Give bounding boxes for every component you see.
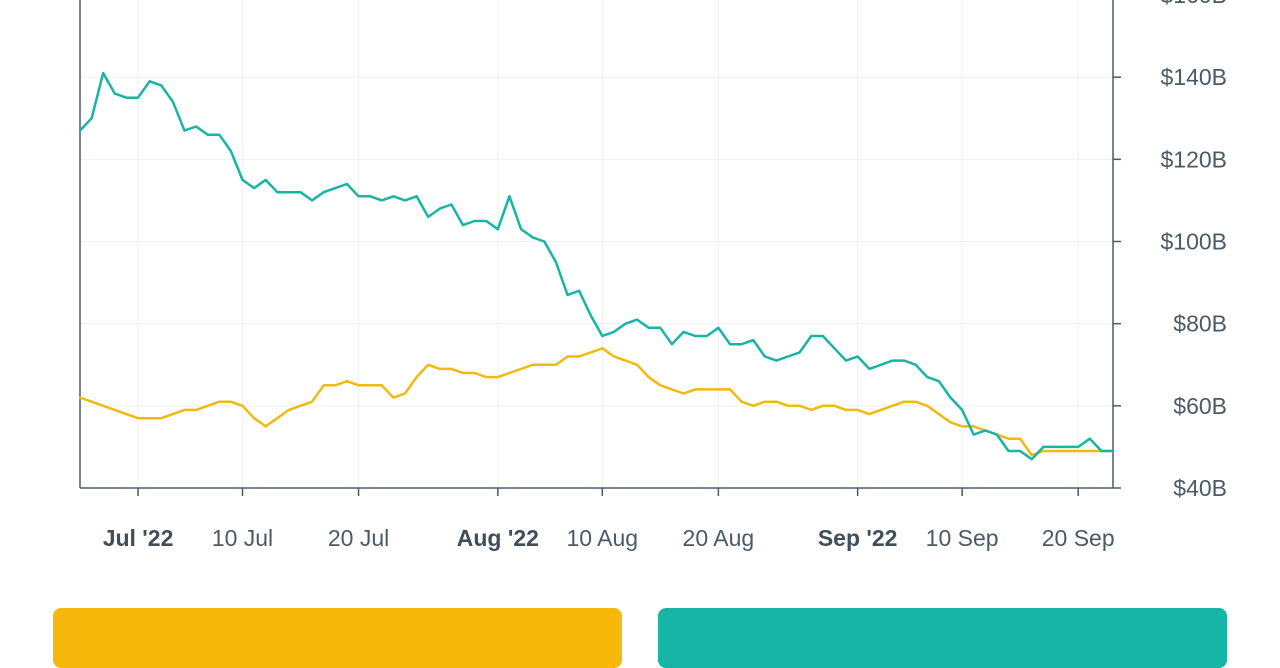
x-tick-label: 20 Jul bbox=[328, 525, 389, 551]
y-tick-label: $100B bbox=[1160, 229, 1227, 255]
y-tick-labels: $40B $60B $80B $100B $120B $140B $160B bbox=[1160, 0, 1227, 501]
x-tick-label: 10 Sep bbox=[926, 525, 999, 551]
series-lines bbox=[78, 71, 1115, 461]
series-line-1 bbox=[78, 347, 1115, 457]
y-tick-label: $140B bbox=[1160, 64, 1227, 90]
x-tick-label: Jul '22 bbox=[103, 525, 174, 551]
legend-card-right[interactable] bbox=[658, 608, 1227, 668]
y-tick-label: $60B bbox=[1173, 393, 1227, 419]
x-tick-label: 10 Aug bbox=[566, 525, 638, 551]
y-tick-label: $80B bbox=[1173, 311, 1227, 337]
axes bbox=[79, 0, 1121, 496]
y-tick-label: $120B bbox=[1160, 146, 1227, 172]
series-line-0 bbox=[78, 71, 1115, 461]
x-tick-labels: Jul '22 10 Jul 20 Jul Aug '22 10 Aug 20 Aug Se… bbox=[103, 525, 1115, 551]
legend-card-left[interactable] bbox=[53, 608, 622, 668]
x-tick-label: 20 Sep bbox=[1042, 525, 1115, 551]
gridlines bbox=[80, 0, 1113, 488]
y-tick-label: $160B bbox=[1160, 0, 1227, 8]
x-tick-label: Aug '22 bbox=[457, 525, 539, 551]
y-tick-label: $40B bbox=[1173, 475, 1227, 501]
chart: $40B $60B $80B $100B $120B $140B $160B Jul '22… bbox=[78, 0, 1227, 551]
x-tick-label: 10 Jul bbox=[212, 525, 273, 551]
x-tick-label: 20 Aug bbox=[683, 525, 755, 551]
x-tick-label: Sep '22 bbox=[818, 525, 898, 551]
